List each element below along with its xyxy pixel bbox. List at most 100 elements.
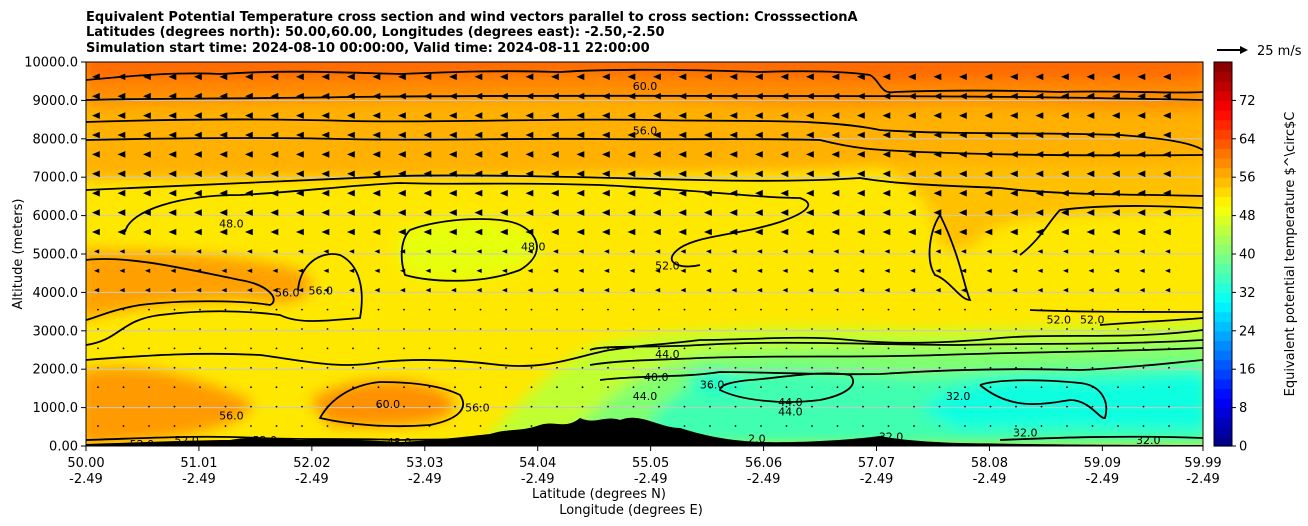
contour-label: 40.0 [644, 371, 669, 384]
wind-vector [301, 328, 303, 330]
wind-vector [933, 112, 942, 119]
wind-vector [451, 288, 457, 293]
wind-vector [1112, 228, 1120, 236]
wind-vector [296, 170, 304, 178]
wind-vector [449, 209, 457, 216]
wind-vector [219, 228, 228, 236]
y-tick-label: 4000.0 [33, 286, 79, 301]
wind-vector [734, 328, 737, 330]
wind-vector [1091, 386, 1094, 389]
wind-vector [349, 249, 355, 254]
wind-vector [527, 288, 533, 293]
wind-vector [1139, 288, 1145, 293]
wind-vector [1114, 249, 1120, 254]
wind-vector [808, 288, 814, 293]
wind-vector [352, 308, 354, 311]
quiver-key: 25 m/s [1217, 44, 1302, 59]
wind-vector [755, 209, 763, 216]
wind-vector [505, 347, 507, 350]
wind-vector [556, 366, 558, 369]
wind-vector [403, 425, 405, 427]
wind-vector [857, 189, 865, 197]
wind-vector [296, 209, 304, 216]
wind-vector [400, 249, 406, 254]
wind-vector [326, 308, 329, 311]
wind-vector [301, 425, 303, 427]
wind-vector [859, 268, 865, 273]
wind-vector [275, 308, 278, 311]
wind-vector [1061, 209, 1069, 216]
wind-vector [989, 308, 992, 311]
wind-vector [780, 170, 789, 178]
wind-vector [1086, 151, 1095, 158]
wind-vector [964, 328, 966, 330]
wind-vector [173, 386, 176, 389]
wind-vector [502, 268, 508, 273]
wind-vector [680, 288, 686, 293]
wind-vector [729, 209, 738, 216]
wind-vector [602, 112, 610, 119]
wind-vector [296, 189, 304, 197]
wind-vector [145, 268, 151, 273]
wind-vector [658, 405, 660, 408]
colorbar-tick-label: 64 [1239, 132, 1256, 147]
wind-vector [680, 268, 686, 273]
wind-vector [275, 366, 278, 369]
wind-vector [250, 386, 252, 389]
wind-vector [1040, 405, 1043, 408]
wind-vector [296, 228, 304, 236]
wind-vector [92, 151, 100, 158]
wind-vector [706, 249, 712, 254]
wind-vector [780, 228, 789, 236]
wind-vector [1137, 131, 1146, 139]
wind-vector [1066, 328, 1068, 330]
wind-vector [245, 228, 253, 236]
contour-label: 60.0 [376, 398, 401, 411]
wind-vector [782, 268, 788, 273]
colorbar-segment [1214, 321, 1232, 332]
y-tick-label: 1000.0 [33, 401, 79, 416]
wind-vector [454, 347, 456, 350]
wind-vector [194, 170, 202, 178]
wind-vector [658, 308, 660, 311]
wind-vector [984, 73, 993, 81]
wind-vector [933, 170, 942, 178]
wind-vector [857, 73, 865, 81]
wind-vector [377, 386, 380, 389]
wind-vector [632, 425, 635, 427]
wind-vector [398, 131, 406, 139]
wind-vector [423, 189, 432, 197]
x-tick-label-lon: -2.49 [634, 472, 668, 487]
wind-vector [221, 249, 227, 254]
colorbar-segment [1214, 100, 1232, 111]
wind-vector [168, 112, 177, 119]
wind-vector [199, 386, 201, 389]
wind-vector [653, 73, 661, 81]
wind-vector [403, 328, 405, 330]
wind-vector [683, 425, 686, 427]
wind-vector [862, 308, 864, 311]
wind-vector [709, 366, 711, 369]
colorbar [1213, 61, 1233, 447]
wind-vector [1040, 347, 1043, 350]
contour-label: 56.0 [633, 124, 658, 137]
wind-vector [755, 151, 763, 158]
wind-vector [551, 92, 559, 100]
wind-vector [1035, 131, 1044, 139]
wind-vector [1137, 209, 1146, 216]
wind-vector [831, 228, 840, 236]
wind-vector [581, 366, 584, 369]
wind-vector [245, 170, 253, 178]
wind-vector [143, 189, 151, 197]
wind-vector [1035, 151, 1044, 158]
wind-vector [734, 347, 737, 350]
colorbar-segment [1214, 196, 1232, 207]
wind-vector [576, 131, 585, 139]
wind-vector [704, 228, 712, 236]
wind-vector [1137, 170, 1146, 178]
colorbar-segment [1214, 148, 1232, 159]
wind-vector [655, 288, 661, 293]
wind-vector [1015, 308, 1017, 311]
wind-vector [505, 425, 507, 427]
